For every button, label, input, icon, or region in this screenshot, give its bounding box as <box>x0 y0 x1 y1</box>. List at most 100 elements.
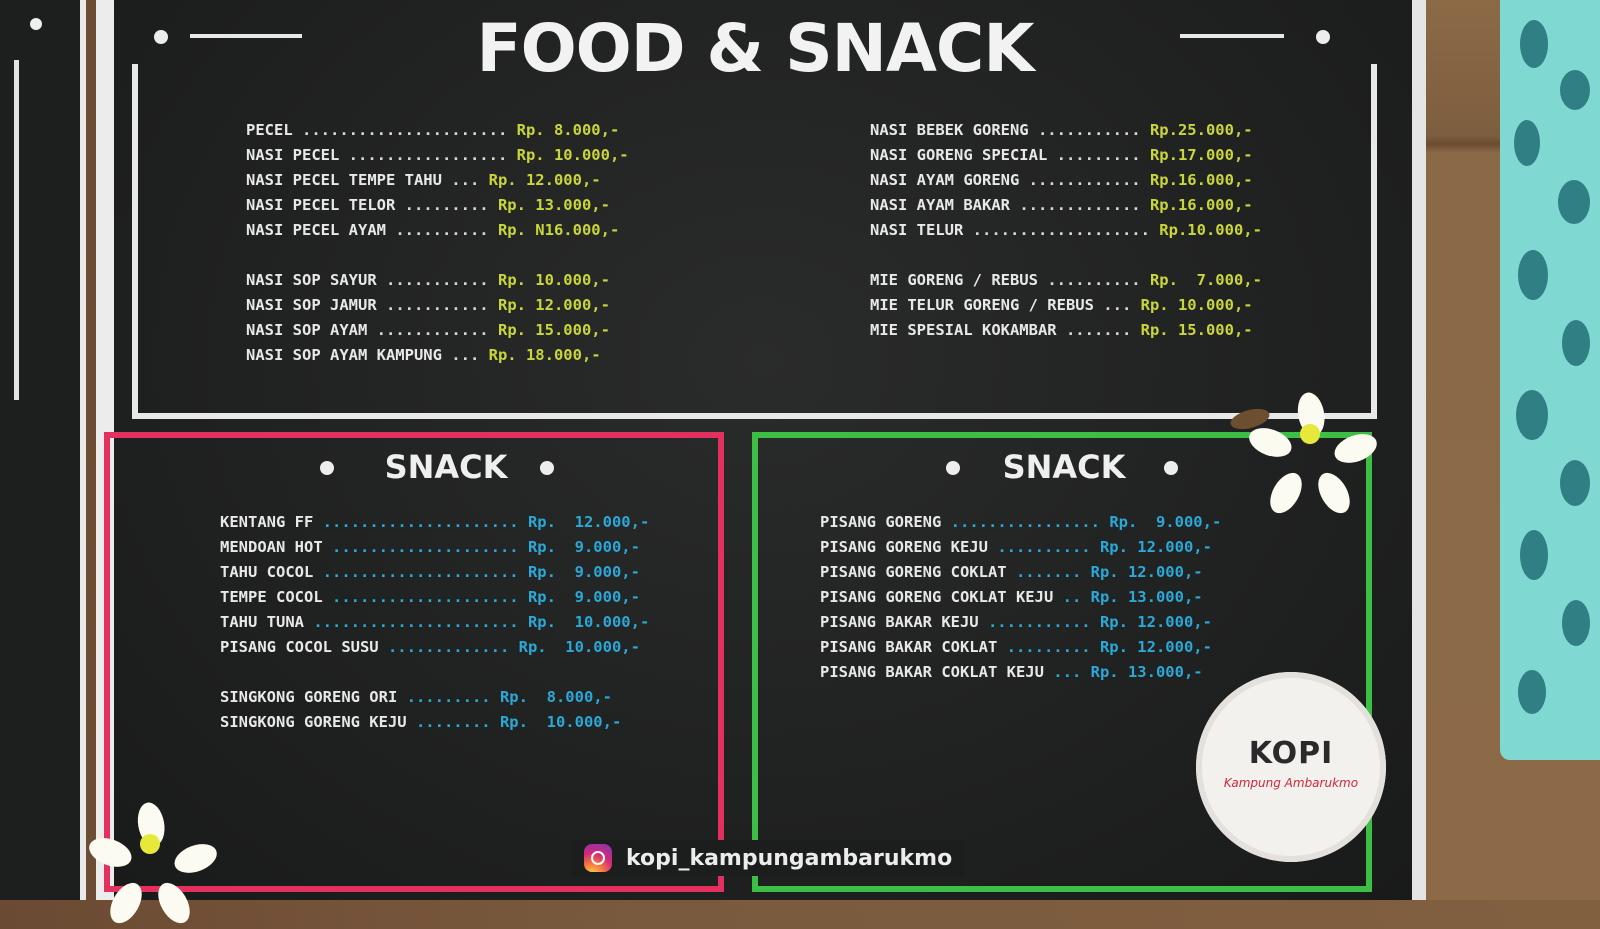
menu-item-dots: ......... <box>395 196 498 214</box>
adjacent-menu-board <box>0 0 86 900</box>
menu-item-dots: ......... <box>997 638 1100 656</box>
menu-item: TAHU COCOL ..................... Rp. 9.0… <box>220 560 649 585</box>
menu-item-name: KENTANG FF <box>220 513 314 531</box>
menu-item: MIE TELUR GORENG / REBUS ... Rp. 10.000,… <box>870 293 1262 318</box>
menu-item-name: NASI AYAM BAKAR <box>870 196 1010 214</box>
deco-dot <box>1316 30 1330 44</box>
menu-item-price: Rp. 15.000,- <box>497 321 610 339</box>
menu-item-dots: .......... <box>1037 271 1150 289</box>
menu-item-name: PISANG COCOL SUSU <box>220 638 379 656</box>
kopi-logo: KOPI Kampung Ambarukmo <box>1196 672 1386 862</box>
menu-item-name: PISANG BAKAR COKLAT KEJU <box>820 663 1044 681</box>
menu-item-name: TAHU TUNA <box>220 613 304 631</box>
logo-main-text: KOPI <box>1248 736 1334 771</box>
menu-item-name: NASI SOP AYAM <box>246 321 368 339</box>
deco-dot <box>946 461 960 475</box>
menu-item-dots: .................... <box>322 538 528 556</box>
menu-item-price: Rp. 9.000,- <box>527 563 640 581</box>
menu-item-dots: ........... <box>376 271 498 289</box>
menu-item-price: Rp. 10.000,- <box>516 146 629 164</box>
menu-item: NASI SOP AYAM ............ Rp. 15.000,- <box>246 318 629 343</box>
menu-item-name: PECEL <box>246 121 293 139</box>
menu-item-price: Rp. 12.000,- <box>1099 638 1212 656</box>
menu-item-price: Rp.25.000,- <box>1149 121 1253 139</box>
menu-item: NASI TELUR ................... Rp.10.000… <box>870 218 1262 243</box>
menu-item-price: Rp. 12.000,- <box>1099 613 1212 631</box>
menu-item-name: NASI PECEL TEMPE TAHU <box>246 171 442 189</box>
menu-item: NASI PECEL TELOR ......... Rp. 13.000,- <box>246 193 629 218</box>
deco-dot <box>320 461 334 475</box>
menu-item: NASI PECEL ................. Rp. 10.000,… <box>246 143 629 168</box>
menu-item-price: Rp.16.000,- <box>1149 171 1253 189</box>
menu-item-price: Rp. 13.000,- <box>497 196 610 214</box>
menu-item-dots: ............. <box>1009 196 1150 214</box>
menu-item-price: Rp.16.000,- <box>1149 196 1253 214</box>
menu-item-price: Rp. 9.000,- <box>527 538 640 556</box>
instagram-text: kopi_kampungambarukmo <box>626 845 953 871</box>
menu-item: MENDOAN HOT .................... Rp. 9.0… <box>220 535 649 560</box>
menu-item-name: MENDOAN HOT <box>220 538 323 556</box>
menu-item-dots: ............ <box>367 321 498 339</box>
menu-item: NASI BEBEK GORENG ........... Rp.25.000,… <box>870 118 1262 143</box>
menu-item-name: NASI GORENG SPECIAL <box>870 146 1048 164</box>
menu-item-price: Rp. 10.000,- <box>497 271 610 289</box>
menu-item-price: Rp. 13.000,- <box>1090 663 1203 681</box>
food-list-left: PECEL ...................... Rp. 8.000,-… <box>246 118 629 368</box>
menu-item-name: SINGKONG GORENG KEJU <box>220 713 407 731</box>
menu-item-price: Rp. 8.000,- <box>499 688 612 706</box>
menu-item-price: Rp.17.000,- <box>1149 146 1253 164</box>
menu-item-name: NASI PECEL <box>246 146 340 164</box>
menu-item-price: Rp. N16.000,- <box>497 221 620 239</box>
menu-item-dots: ......... <box>1047 146 1150 164</box>
menu-item-price: Rp. 12.000,- <box>488 171 601 189</box>
menu-item-price: Rp. 13.000,- <box>1090 588 1203 606</box>
menu-item-dots: ........... <box>376 296 498 314</box>
menu-item-name: MIE TELUR GORENG / REBUS <box>870 296 1094 314</box>
menu-item-dots: ....... <box>1056 321 1141 339</box>
snack-right-title: SNACK <box>1002 448 1126 486</box>
instagram-handle: kopi_kampungambarukmo <box>572 840 965 876</box>
instagram-icon <box>584 844 612 872</box>
deco-line <box>190 34 302 38</box>
menu-item: NASI PECEL AYAM .......... Rp. N16.000,- <box>246 218 629 243</box>
top-frame <box>132 64 1377 419</box>
menu-item-price: Rp. 9.000,- <box>527 588 640 606</box>
menu-item-name: TAHU COCOL <box>220 563 314 581</box>
menu-item-name: NASI BEBEK GORENG <box>870 121 1029 139</box>
menu-item: NASI SOP SAYUR ........... Rp. 10.000,- <box>246 268 629 293</box>
menu-item-price: Rp. 15.000,- <box>1140 321 1253 339</box>
menu-item: PISANG GORENG KEJU .......... Rp. 12.000… <box>820 535 1221 560</box>
menu-item-name: PISANG GORENG COKLAT KEJU <box>820 588 1054 606</box>
menu-item-dots: ........... <box>978 613 1100 631</box>
menu-item: NASI GORENG SPECIAL ......... Rp.17.000,… <box>870 143 1262 168</box>
snack-left-title: SNACK <box>384 448 508 486</box>
menu-item-name: PISANG GORENG KEJU <box>820 538 988 556</box>
menu-item: TAHU TUNA ...................... Rp. 10.… <box>220 610 649 635</box>
menu-item-dots: ....... <box>1006 563 1091 581</box>
menu-item-name: PISANG GORENG <box>820 513 942 531</box>
menu-item-price: Rp. 12.000,- <box>527 513 650 531</box>
menu-item: PISANG BAKAR COKLAT ......... Rp. 12.000… <box>820 635 1221 660</box>
menu-item-name: SINGKONG GORENG ORI <box>220 688 398 706</box>
menu-item: TEMPE COCOL .................... Rp. 9.0… <box>220 585 649 610</box>
menu-item: PECEL ...................... Rp. 8.000,- <box>246 118 629 143</box>
menu-item-name: MIE GORENG / REBUS <box>870 271 1038 289</box>
menu-item-dots: ...................... <box>304 613 528 631</box>
menu-item-name: NASI PECEL TELOR <box>246 196 396 214</box>
snack-list-left: KENTANG FF ..................... Rp. 12.… <box>220 510 649 735</box>
menu-item-dots: ................. <box>339 146 517 164</box>
menu-item-dots: .. <box>1053 588 1091 606</box>
menu-item: KENTANG FF ..................... Rp. 12.… <box>220 510 649 535</box>
deco-dot <box>540 461 554 475</box>
menu-item: PISANG BAKAR COKLAT KEJU ... Rp. 13.000,… <box>820 660 1221 685</box>
menu-item: NASI PECEL TEMPE TAHU ... Rp. 12.000,- <box>246 168 629 193</box>
list-gap <box>870 243 1262 268</box>
menu-item-dots: ............ <box>1019 171 1150 189</box>
menu-item-name: MIE SPESIAL KOKAMBAR <box>870 321 1057 339</box>
menu-item-price: Rp. 12.000,- <box>1090 563 1203 581</box>
menu-item: SINGKONG GORENG KEJU ........ Rp. 10.000… <box>220 710 649 735</box>
menu-item-dots: .......... <box>987 538 1100 556</box>
frangipani-flower-icon <box>1228 390 1381 519</box>
menu-item-price: Rp. 10.000,- <box>499 713 622 731</box>
menu-item-dots: ..................... <box>313 513 528 531</box>
